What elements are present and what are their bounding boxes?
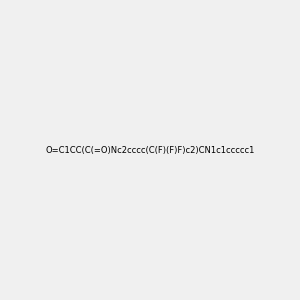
Text: O=C1CC(C(=O)Nc2cccc(C(F)(F)F)c2)CN1c1ccccc1: O=C1CC(C(=O)Nc2cccc(C(F)(F)F)c2)CN1c1ccc…: [45, 146, 255, 154]
